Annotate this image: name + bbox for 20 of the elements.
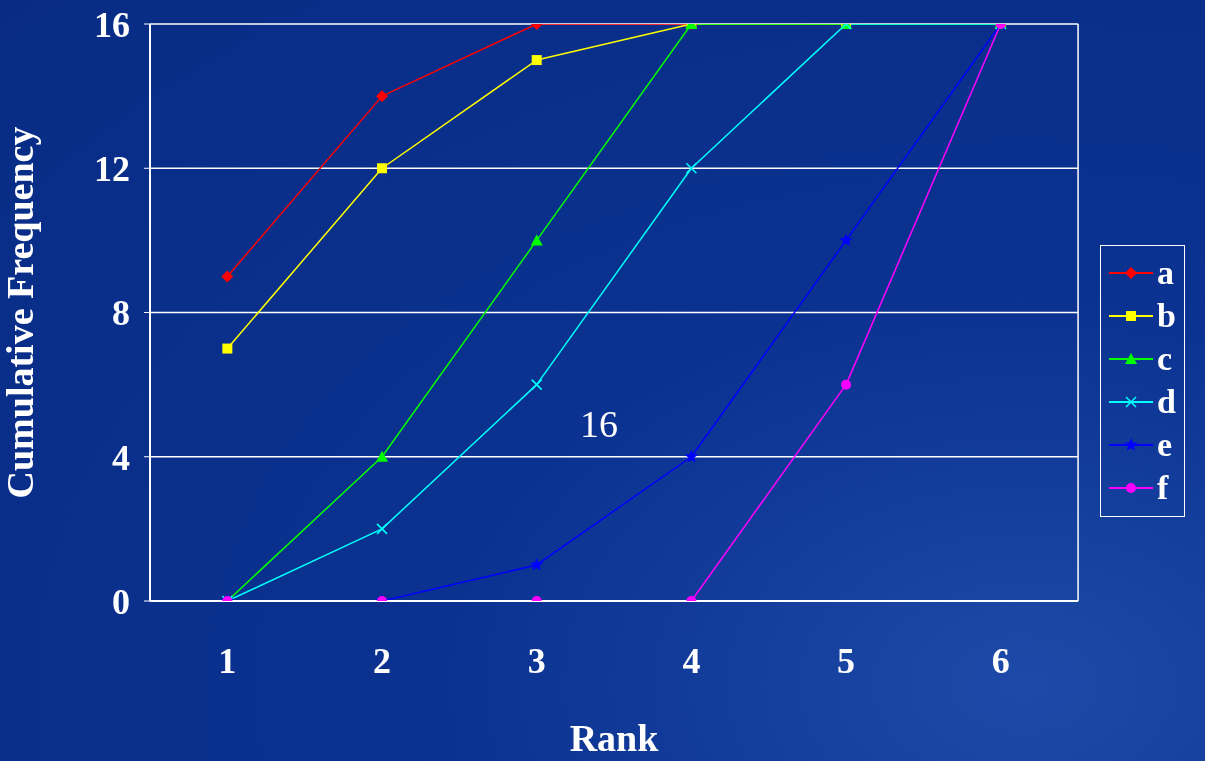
legend-label: f <box>1157 469 1169 506</box>
y-axis-title: Cumulative Frequency <box>0 126 42 499</box>
x-tick-label: 3 <box>527 640 546 681</box>
y-tick-label: 12 <box>94 149 130 190</box>
x-tick-label: 2 <box>373 640 392 681</box>
legend-label: d <box>1157 383 1176 420</box>
legend-label: c <box>1157 340 1173 377</box>
y-tick-label: 16 <box>94 4 130 45</box>
legend-label: e <box>1157 426 1173 463</box>
legend-label: b <box>1157 297 1176 334</box>
x-tick-label: 6 <box>991 640 1010 681</box>
y-tick-label: 4 <box>112 437 130 478</box>
annotation: 16 <box>580 402 618 446</box>
y-tick-label: 0 <box>112 581 130 622</box>
x-tick-label: 1 <box>218 640 237 681</box>
x-axis-title: Rank <box>569 717 660 759</box>
y-tick-label: 8 <box>112 293 130 334</box>
x-tick-label: 4 <box>682 640 701 681</box>
x-tick-label: 5 <box>837 640 856 681</box>
legend-label: a <box>1157 254 1175 291</box>
